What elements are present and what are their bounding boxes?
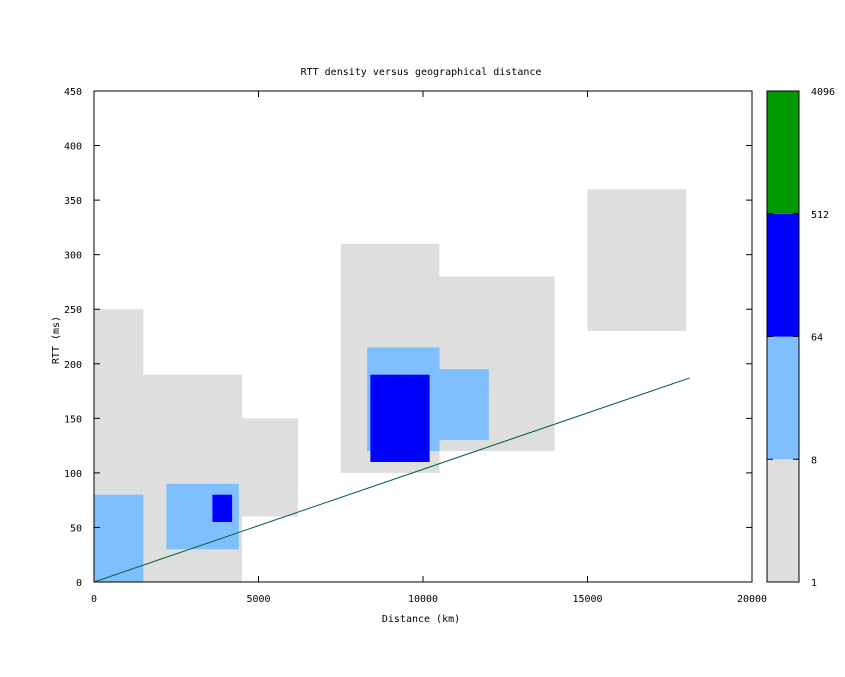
- reference-line: [93, 377, 690, 583]
- x-axis-label: Distance (km): [382, 614, 460, 625]
- density-region: [587, 189, 687, 331]
- density-region: [212, 494, 233, 522]
- y-tick-label: 200: [64, 360, 82, 371]
- y-tick-label: 100: [64, 469, 82, 480]
- colorbar-tick-label: 4096: [811, 87, 835, 98]
- chart-title: RTT density versus geographical distance: [301, 67, 542, 78]
- y-tick-label: 250: [64, 305, 82, 316]
- colorbar: 1 8 64 512 4096: [766, 87, 835, 589]
- y-tick-label: 0: [76, 578, 82, 589]
- y-tick-label: 150: [64, 414, 82, 425]
- y-axis-ticks: 0 50 100 150 200 250 300 350 400 450: [64, 87, 752, 589]
- x-tick-label: 5000: [246, 594, 270, 605]
- y-tick-label: 300: [64, 251, 82, 262]
- y-tick-label: 50: [70, 523, 82, 534]
- colorbar-bin: [767, 459, 799, 583]
- colorbar-tick-label: 64: [811, 333, 823, 344]
- colorbar-bin: [767, 213, 799, 337]
- density-region: [436, 369, 489, 441]
- x-tick-label: 0: [91, 594, 97, 605]
- density-region: [370, 374, 430, 462]
- y-axis-label: RTT (ms): [51, 316, 62, 364]
- x-tick-label: 20000: [737, 594, 767, 605]
- colorbar-tick-label: 512: [811, 210, 829, 221]
- x-tick-label: 10000: [408, 594, 438, 605]
- y-tick-label: 400: [64, 142, 82, 153]
- density-region: [94, 494, 144, 582]
- y-tick-label: 350: [64, 196, 82, 207]
- heatmap-cells: [94, 189, 687, 582]
- colorbar-tick-label: 8: [811, 455, 817, 466]
- x-tick-label: 15000: [572, 594, 602, 605]
- colorbar-bin: [767, 336, 799, 460]
- y-tick-label: 450: [64, 87, 82, 98]
- colorbar-bin: [767, 91, 799, 214]
- colorbar-tick-label: 1: [811, 578, 817, 589]
- x-axis-ticks: 0 5000 10000 15000 20000: [91, 91, 767, 605]
